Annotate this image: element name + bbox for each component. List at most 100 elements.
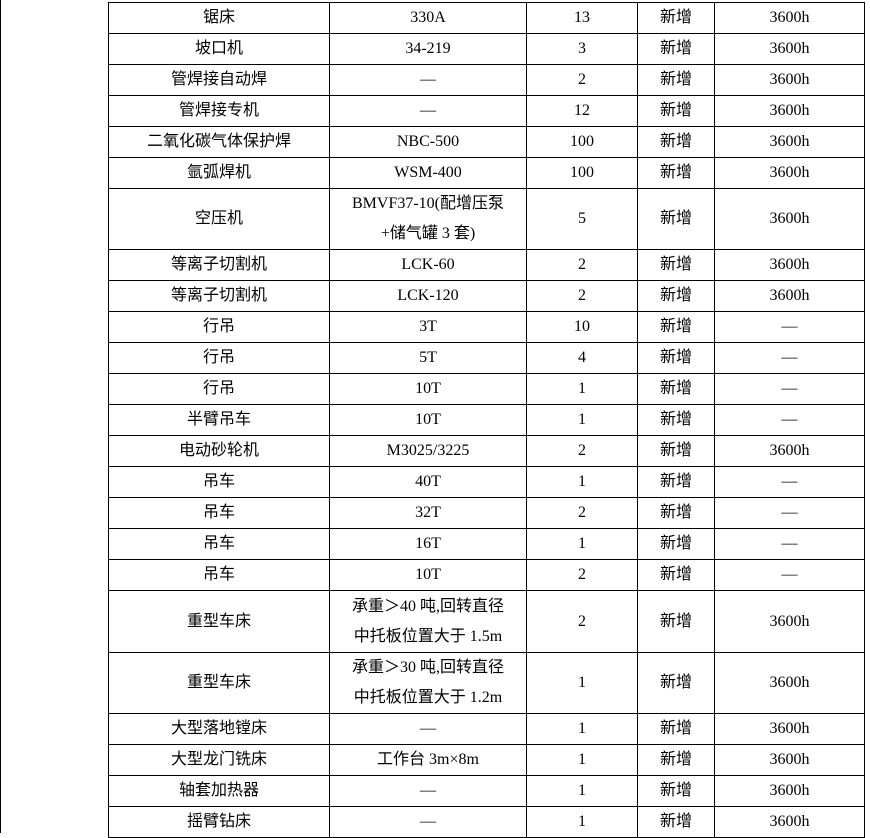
table-row: 吊车 10T 2 新增 — bbox=[108, 559, 865, 592]
equipment-name-cell: 等离子切割机 bbox=[108, 249, 330, 282]
hours-cell: 3600h bbox=[714, 744, 865, 777]
model-cell: 承重＞30 吨,回转直径 中托板位置大于 1.2m bbox=[329, 651, 527, 715]
hours-cell: — bbox=[714, 404, 865, 437]
status-cell: 新增 bbox=[637, 713, 715, 746]
quantity-cell: 10 bbox=[526, 311, 638, 344]
model-cell: 10T bbox=[329, 559, 527, 592]
hours-cell: 3600h bbox=[714, 95, 865, 127]
status-cell: 新增 bbox=[637, 280, 715, 313]
status-cell: 新增 bbox=[637, 157, 715, 189]
quantity-cell: 1 bbox=[526, 373, 638, 406]
status-cell: 新增 bbox=[637, 559, 715, 592]
table-row: 重型车床 承重＞40 吨,回转直径 中托板位置大于 1.5m 2 新增 3600h bbox=[108, 590, 865, 653]
table-row: 二氧化碳气体保护焊 NBC-500 100 新增 3600h bbox=[108, 126, 865, 158]
equipment-name-cell: 坡口机 bbox=[108, 33, 330, 65]
quantity-cell: 2 bbox=[526, 249, 638, 282]
status-cell: 新增 bbox=[637, 651, 715, 715]
table-row: 氩弧焊机 WSM-400 100 新增 3600h bbox=[108, 157, 865, 189]
status-cell: 新增 bbox=[637, 744, 715, 777]
model-cell: LCK-120 bbox=[329, 280, 527, 313]
equipment-name-cell: 重型车床 bbox=[108, 590, 330, 653]
status-cell: 新增 bbox=[637, 404, 715, 437]
model-cell: 10T bbox=[329, 373, 527, 406]
equipment-name-cell: 吊车 bbox=[108, 528, 330, 561]
status-cell: 新增 bbox=[637, 590, 715, 653]
quantity-cell: 5 bbox=[526, 187, 638, 251]
hours-cell: — bbox=[714, 311, 865, 344]
hours-cell: 3600h bbox=[714, 2, 865, 34]
quantity-cell: 13 bbox=[526, 2, 638, 34]
equipment-table: 锯床 330A 13 新增 3600h 坡口机 34-219 3 新增 3600h 管焊接自动焊 —2… bbox=[108, 2, 865, 838]
model-line-2: 中托板位置大于 1.5m bbox=[353, 627, 503, 645]
quantity-cell: 100 bbox=[526, 126, 638, 158]
hours-cell: 3600h bbox=[714, 806, 865, 838]
hours-cell: 3600h bbox=[714, 713, 865, 746]
model-cell: 10T bbox=[329, 404, 527, 437]
model-line-1: BMVF37-10(配增压泵 bbox=[351, 195, 504, 213]
equipment-name-cell: 电动砂轮机 bbox=[108, 435, 330, 468]
table-row: 电动砂轮机 M3025/3225 2 新增 3600h bbox=[108, 435, 865, 468]
table-row: 等离子切割机 LCK-120 2 新增 3600h bbox=[108, 280, 865, 313]
model-line-2: 中托板位置大于 1.2m bbox=[353, 688, 503, 706]
table-row: 大型龙门铣床 工作台 3m×8m 1 新增 3600h bbox=[108, 744, 865, 777]
table-row: 管焊接专机 —12 新增 3600h bbox=[108, 95, 865, 127]
table-row: 行吊 5T 4 新增 — bbox=[108, 342, 865, 375]
table-row: 行吊 3T 10 新增 — bbox=[108, 311, 865, 344]
equipment-name-cell: 摇臂钻床 bbox=[108, 806, 330, 838]
equipment-name-cell: 行吊 bbox=[108, 342, 330, 375]
quantity-cell: 1 bbox=[526, 713, 638, 746]
equipment-name-cell: 二氧化碳气体保护焊 bbox=[108, 126, 330, 158]
quantity-cell: 100 bbox=[526, 157, 638, 189]
quantity-cell: 1 bbox=[526, 744, 638, 777]
model-cell: 5T bbox=[329, 342, 527, 375]
model-cell: WSM-400 bbox=[329, 157, 527, 189]
status-cell: 新增 bbox=[637, 2, 715, 34]
model-cell: BMVF37-10(配增压泵 +储气罐 3 套) bbox=[329, 187, 527, 251]
status-cell: 新增 bbox=[637, 775, 715, 808]
equipment-name-cell: 等离子切割机 bbox=[108, 280, 330, 313]
quantity-cell: 2 bbox=[526, 497, 638, 530]
model-cell: NBC-500 bbox=[329, 126, 527, 158]
quantity-cell: 2 bbox=[526, 590, 638, 653]
status-cell: 新增 bbox=[637, 435, 715, 468]
model-cell: 40T bbox=[329, 466, 527, 499]
model-cell: 32T bbox=[329, 497, 527, 530]
quantity-cell: 4 bbox=[526, 342, 638, 375]
equipment-name-cell: 管焊接自动焊 bbox=[108, 64, 330, 96]
equipment-name-cell: 轴套加热器 bbox=[108, 775, 330, 808]
hours-cell: — bbox=[714, 497, 865, 530]
table-row: 轴套加热器 —1 新增 3600h bbox=[108, 775, 865, 808]
equipment-name-cell: 空压机 bbox=[108, 187, 330, 251]
hours-cell: 3600h bbox=[714, 249, 865, 282]
quantity-cell: 2 bbox=[526, 64, 638, 96]
status-cell: 新增 bbox=[637, 528, 715, 561]
model-cell: 34-219 bbox=[329, 33, 527, 65]
hours-cell: 3600h bbox=[714, 126, 865, 158]
hours-cell: 3600h bbox=[714, 590, 865, 653]
status-cell: 新增 bbox=[637, 497, 715, 530]
status-cell: 新增 bbox=[637, 126, 715, 158]
model-cell: 工作台 3m×8m bbox=[329, 744, 527, 777]
equipment-name-cell: 吊车 bbox=[108, 559, 330, 592]
quantity-cell: 1 bbox=[526, 651, 638, 715]
quantity-cell: 1 bbox=[526, 466, 638, 499]
table-row: 半臂吊车 10T 1 新增 — bbox=[108, 404, 865, 437]
table-row: 吊车 32T 2 新增 — bbox=[108, 497, 865, 530]
quantity-cell: 1 bbox=[526, 806, 638, 838]
status-cell: 新增 bbox=[637, 33, 715, 65]
equipment-name-cell: 重型车床 bbox=[108, 651, 330, 715]
table-row: 吊车 40T 1 新增 — bbox=[108, 466, 865, 499]
model-cell: LCK-60 bbox=[329, 249, 527, 282]
table-row: 空压机 BMVF37-10(配增压泵 +储气罐 3 套) 5 新增 3600h bbox=[108, 187, 865, 251]
status-cell: 新增 bbox=[637, 249, 715, 282]
model-line-1: 承重＞40 吨,回转直径 bbox=[351, 597, 504, 615]
model-cell: M3025/3225 bbox=[329, 435, 527, 468]
hours-cell: — bbox=[714, 528, 865, 561]
quantity-cell: 2 bbox=[526, 559, 638, 592]
equipment-name-cell: 半臂吊车 bbox=[108, 404, 330, 437]
equipment-name-cell: 吊车 bbox=[108, 466, 330, 499]
status-cell: 新增 bbox=[637, 311, 715, 344]
hours-cell: 3600h bbox=[714, 651, 865, 715]
hours-cell: 3600h bbox=[714, 775, 865, 808]
table-row: 大型落地镗床 —1 新增 3600h bbox=[108, 713, 865, 746]
